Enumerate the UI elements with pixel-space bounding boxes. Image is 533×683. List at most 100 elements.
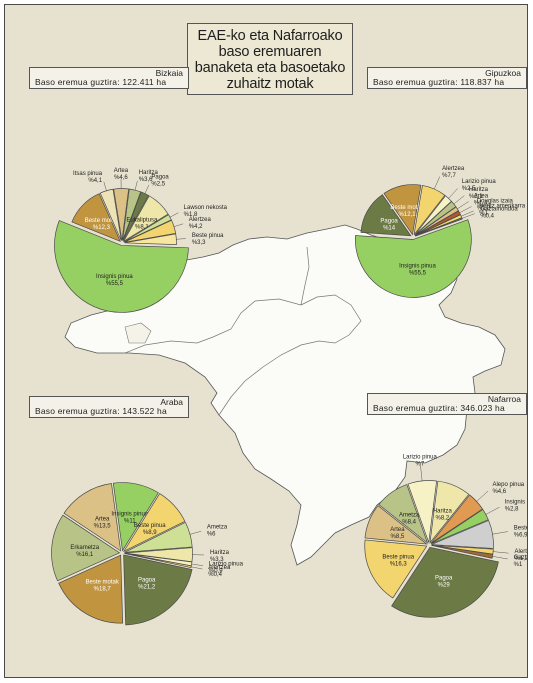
pie-slice-value: %8,2 [435, 516, 449, 522]
pie-slice-value: %1,4 [474, 200, 488, 206]
pie-slice-value: %29 [438, 583, 451, 589]
pie-leader-line [460, 210, 474, 217]
region-label-nafarroa: Nafarroa Baso eremua guztira: 346.023 ha [367, 393, 527, 415]
pie-slice-label: Beste motak [85, 218, 119, 224]
pie-leader-line [492, 551, 509, 554]
pie-slice-label: Beste motak [514, 526, 528, 532]
pie-slice-label: Insignis pinua [399, 264, 436, 270]
pie-slice-value: %2,5 [151, 181, 165, 187]
pie-slice-label: Beste pinua [382, 555, 414, 561]
pie-slice-label: Haritza [210, 550, 230, 556]
pie-slice [429, 480, 470, 544]
pie-leader-line [456, 201, 469, 210]
pie-slice-value: %0,4 [480, 214, 494, 220]
region-label-araba: Araba Baso eremua guztira: 143.522 ha [29, 396, 189, 418]
pie-slice-value: %2,1 [469, 194, 483, 200]
pie-leader-line [173, 223, 184, 228]
pie-slice-label: Alertzea [189, 217, 212, 223]
pie-leader-line [433, 176, 440, 190]
pie-slice-label: Ametza [207, 525, 228, 531]
pie-leader-line [492, 531, 508, 535]
pie-slice-label: Artea [95, 516, 110, 522]
pie-slice-value: %55,5 [409, 271, 427, 277]
pie-slice-label: Ametza [399, 512, 420, 518]
pie-slice-value: %0,9 [209, 569, 223, 575]
pie-leader-line [134, 180, 138, 191]
region-area: Baso eremua guztira: 143.522 ha [35, 406, 167, 416]
pie-slice [123, 554, 193, 626]
pie-slice [364, 505, 428, 545]
pie-slice-value: %2,8 [505, 506, 519, 512]
pie-slice-label: Douglas izaia [477, 199, 514, 205]
pie-slice-value: %18,7 [94, 587, 112, 593]
title-line: banaketa eta basoetako [194, 60, 346, 76]
pie-slice-value: %21,2 [138, 585, 156, 591]
pie-slice-value: %1,8 [184, 212, 198, 218]
pie-leader-line [461, 213, 475, 219]
pie-slice-value: %3,3 [192, 240, 206, 246]
pie-slice-value: %14 [383, 225, 396, 231]
pie-slice-value: %55,5 [106, 281, 124, 287]
pie-slice-value: %7,7 [442, 173, 456, 179]
pie-slice-label: Haritz amerikarra [479, 204, 526, 210]
pie-slice-label: Beste pinua [134, 523, 166, 529]
pie-slice-label: Larizio pinua [403, 454, 438, 460]
pie-slice-label: Beste pinua [192, 233, 224, 239]
pie-slice-label: Insignis pinua [111, 511, 148, 517]
pie-slice [391, 546, 499, 618]
pie-slice [63, 483, 122, 552]
pie-slice [51, 514, 121, 582]
pie-slice [71, 193, 121, 242]
pie-slice-value: %12,3 [93, 225, 111, 231]
pie-slice-value: %16,3 [390, 562, 408, 568]
pie-slice-value: %8,4 [402, 519, 416, 525]
pie-slice-label: Itsas pinua [73, 171, 103, 177]
pie-slice-label: Haritza [433, 509, 453, 515]
pie-slice-value: %1 [479, 211, 488, 217]
pie-leader-line [476, 490, 489, 502]
pie-leader-line [420, 465, 423, 482]
pie-slice-value: %7 [416, 461, 425, 467]
pie-slice-label: Alertzea [515, 549, 528, 555]
region-name: Gipuzkoa [485, 68, 521, 78]
pie-slice-label: Gaztainondoa [480, 207, 518, 213]
region-area: Baso eremua guztira: 346.023 ha [373, 403, 505, 413]
pie-slice-label: Pagoa [151, 174, 169, 180]
pie-bizkaia: Insignis pinua%55,5 Beste motak%12,3 Itsas… [54, 168, 228, 313]
pie-slice-label: Pagoa [435, 576, 453, 582]
pie-leader-line [491, 555, 508, 560]
pie-slice-value: %8,5 [391, 534, 405, 540]
pie-slice-label: Larizio pinua [462, 179, 497, 185]
pie-slice-label: Alertzea [208, 565, 231, 571]
pie-slice-value: %11 [124, 518, 136, 524]
region-name: Nafarroa [487, 394, 521, 404]
pie-slice-label: Beste motak [390, 205, 424, 211]
pie-leader-line [191, 563, 204, 566]
pie-slice [122, 493, 186, 553]
pie-slice-label: Insignis pinua [96, 274, 133, 280]
province-boundary-west [124, 298, 302, 354]
pie-slice-label: Insignis pinua [505, 499, 528, 505]
province-boundary-east [218, 294, 362, 416]
pie-slice-label: Alertzea [442, 166, 465, 172]
pie-slice-label: Artea [390, 527, 405, 533]
map-frame: Insignis pinua %55,5 Beste motak %12,3 Itsas… [4, 4, 528, 678]
province-boundary-north [300, 246, 310, 306]
pie-slice-label: Erkametza [70, 545, 99, 551]
pie-slice [122, 195, 169, 243]
pie-slice [364, 539, 428, 599]
region-area: Baso eremua guztira: 118.837 ha [373, 77, 505, 87]
pie-leader-line [175, 238, 186, 240]
pie-slice-value: %8,9 [143, 530, 157, 536]
pie-slice-label: Artea [474, 193, 489, 199]
pie-slice [58, 554, 124, 624]
pie-nafarroa: Pagoa%29 Beste pinua%16,3 Artea%8,5 Ametza%… [364, 454, 528, 618]
pie-leader-line [448, 188, 458, 199]
pie-slice-value: %1,2 [515, 556, 528, 562]
pie-slice [378, 484, 429, 544]
pie-slice-value: %4,1 [88, 178, 102, 184]
region-label-gipuzkoa: Gipuzkoa Baso eremua guztira: 118.837 ha [367, 67, 527, 89]
